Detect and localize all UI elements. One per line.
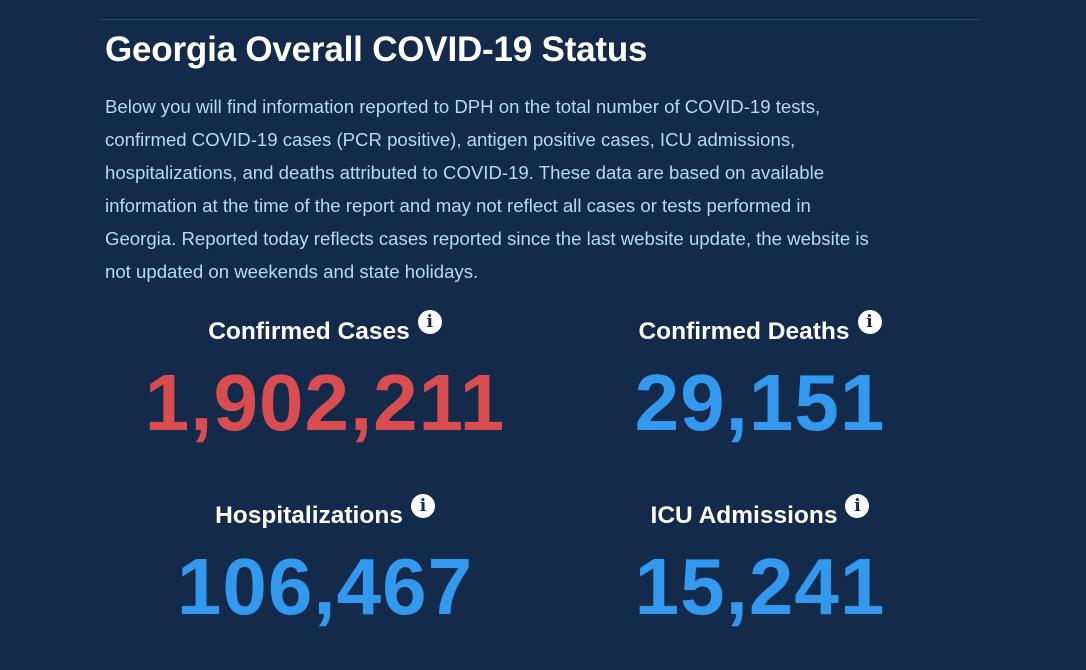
stat-value: 29,151 xyxy=(634,358,886,447)
description-line: not updated on weekends and state holida… xyxy=(105,261,479,282)
stat-label: Confirmed Cases xyxy=(208,318,410,345)
stat-label: Confirmed Deaths xyxy=(638,318,850,345)
stat-value: 1,902,211 xyxy=(144,358,506,447)
stat-hospitalizations: Hospitalizations i 106,467 xyxy=(105,494,545,632)
description-line: Below you will find information reported… xyxy=(105,96,821,117)
info-icon[interactable]: i xyxy=(857,310,882,334)
stat-icu-admissions: ICU Admissions i 15,241 xyxy=(540,494,980,632)
stat-confirmed-deaths: Confirmed Deaths i 29,151 xyxy=(540,310,980,448)
page-title: Georgia Overall COVID-19 Status xyxy=(105,30,648,69)
info-icon[interactable]: i xyxy=(845,494,870,518)
stat-value: 106,467 xyxy=(176,542,474,631)
section-divider xyxy=(100,19,980,20)
stat-value: 15,241 xyxy=(634,542,886,631)
description-line: Georgia. Reported today reflects cases r… xyxy=(105,228,869,249)
description-line: confirmed COVID-19 cases (PCR positive),… xyxy=(105,129,796,150)
status-description: Below you will find information reported… xyxy=(105,90,1005,288)
stat-confirmed-cases: Confirmed Cases i 1,902,211 xyxy=(105,310,545,448)
description-line: hospitalizations, and deaths attributed … xyxy=(105,162,825,183)
stat-label: ICU Admissions xyxy=(650,502,838,529)
description-line: information at the time of the report an… xyxy=(105,195,811,216)
stat-label: Hospitalizations xyxy=(215,502,403,529)
info-icon[interactable]: i xyxy=(410,494,435,518)
info-icon[interactable]: i xyxy=(417,310,442,334)
